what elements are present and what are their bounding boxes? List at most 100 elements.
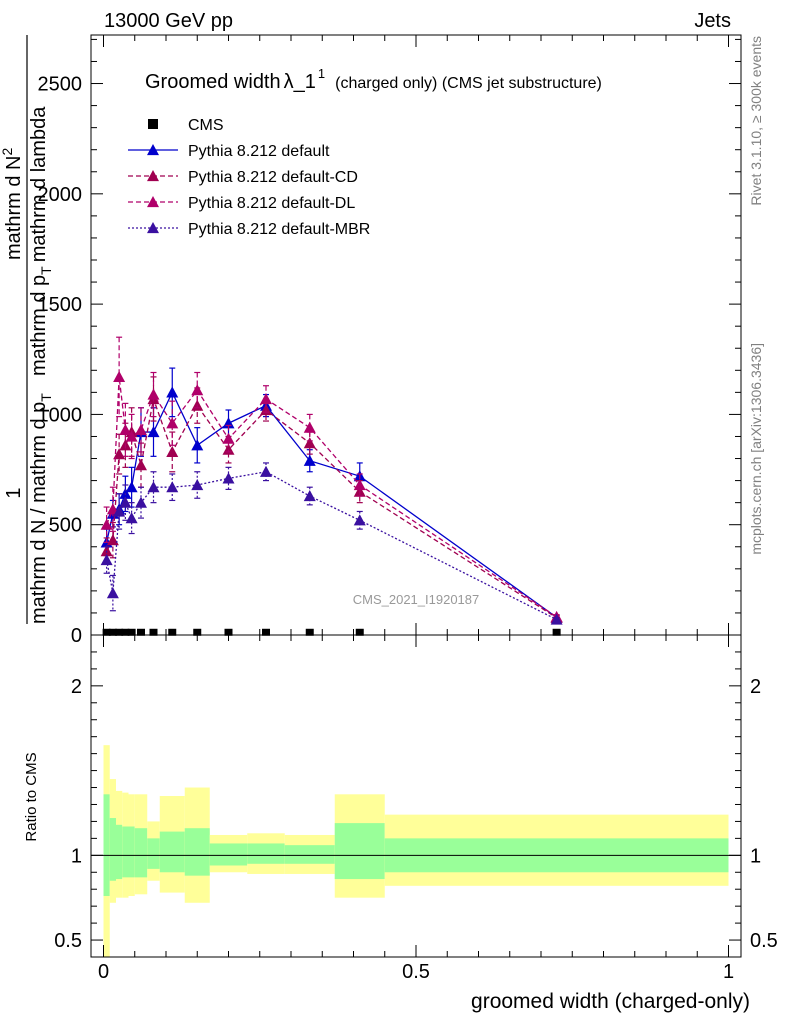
- data-point-cd: [100, 545, 113, 557]
- ylabel-denominator-right: mathrm d pTmathrm d lambda: [28, 106, 54, 376]
- plot-title-rest: (charged only) (CMS jet substructure): [335, 75, 602, 92]
- legend-marker-mbr: [147, 222, 159, 234]
- data-point-mbr: [303, 490, 316, 502]
- plot-title-main: Groomed width: [145, 71, 281, 93]
- series-line-mbr: [105, 471, 557, 621]
- ratio-y-label: Ratio to CMS: [23, 752, 40, 841]
- data-point-mbr: [550, 613, 563, 625]
- data-point-dl: [147, 388, 160, 400]
- data-point-mbr: [100, 554, 113, 566]
- ratio-y-tick-label-left: 2: [71, 676, 82, 698]
- data-point-mbr: [113, 505, 126, 517]
- cms-point: [115, 628, 124, 636]
- data-point-dl: [353, 479, 366, 491]
- ylabel-denominator-left: mathrm d N / mathrm d pT: [28, 393, 54, 624]
- legend-marker-cd: [147, 170, 159, 182]
- ylabel-part3-sub: T: [38, 266, 54, 275]
- ylabel-numerator: mathrm d N2: [0, 148, 25, 260]
- legend-marker-dl: [147, 196, 159, 208]
- ylabel-part4: mathrm d lambda: [28, 106, 50, 262]
- legend-label-cd: Pythia 8.212 default-CD: [188, 169, 358, 186]
- ratio-band-inner: [147, 838, 160, 869]
- ratio-band-inner: [109, 818, 116, 881]
- main-y-tick-label: 1000: [38, 404, 83, 426]
- data-point-cd: [166, 445, 179, 458]
- ratio-band-inner: [247, 843, 285, 864]
- legend: CMS Pythia 8.212 default Pythia 8.212 defa…: [128, 117, 370, 238]
- ratio-band-inner: [159, 831, 185, 873]
- data-point-cd: [106, 534, 119, 546]
- ratio-uncertainty-bands: [103, 745, 729, 957]
- series-line-dl: [106, 376, 557, 618]
- main-y-tick-label: 2000: [38, 184, 83, 206]
- x-tick-label: 1: [723, 961, 734, 983]
- ratio-y-tick-label-right: 2: [750, 676, 761, 698]
- data-point-mbr: [125, 512, 138, 524]
- ratio-band-inner: [209, 843, 248, 866]
- ratio-y-tick-label-left: 1: [71, 845, 82, 867]
- data-point-mbr: [260, 465, 272, 477]
- ratio-band-inner: [334, 823, 385, 880]
- axis-tick-labels: 0 0.5 1 0 500 1000 1500 2000 2500 0.5 0.5 1 1 2 2: [38, 74, 778, 983]
- cms-point: [193, 628, 202, 636]
- legend-label-mbr: Pythia 8.212 default-MBR: [188, 221, 370, 238]
- cms-point: [262, 628, 270, 636]
- main-y-tick-label: 0: [71, 625, 82, 647]
- cms-point: [102, 628, 111, 636]
- data-point-dl: [260, 392, 272, 405]
- data-point-mbr: [166, 481, 179, 493]
- ratio-y-tick-label-right: 1: [750, 845, 761, 867]
- data-point-dl: [135, 423, 147, 435]
- plot-title-symbol: λ_1: [284, 71, 316, 93]
- legend-label-default: Pythia 8.212 default: [188, 143, 330, 160]
- data-point-cd: [303, 437, 316, 449]
- data-point-dl: [119, 423, 132, 435]
- data-point-mbr: [222, 472, 235, 484]
- legend-marker-default: [147, 144, 159, 156]
- data-point-dl: [222, 432, 235, 444]
- x-tick-label: 0: [98, 961, 109, 983]
- ylabel-part1-sub: T: [38, 393, 54, 402]
- data-point-dl: [191, 384, 204, 396]
- plot-title-sup: 1: [318, 66, 325, 81]
- cms-point: [108, 628, 117, 636]
- ylabel-part3: mathrm d p: [28, 275, 50, 376]
- data-point-default: [191, 439, 204, 451]
- ratio-band-inner: [103, 794, 110, 896]
- ratio-band-inner: [134, 828, 148, 878]
- ylabel-part2-sup: 2: [0, 148, 15, 156]
- ratio-band-inner: [184, 828, 210, 876]
- data-point-mbr: [147, 481, 160, 493]
- data-point-mbr: [353, 514, 366, 526]
- plot-title: Groomed width λ_1 1 (charged only) (CMS jet…: [145, 66, 602, 93]
- data-point-cd: [113, 448, 126, 460]
- ratio-y-tick-label-right: 0.5: [750, 930, 778, 952]
- legend-marker-cms: [148, 119, 158, 129]
- header-left: 13000 GeV pp: [104, 10, 233, 32]
- cms-point: [121, 628, 130, 636]
- cms-data-points: [102, 628, 561, 636]
- cms-point: [552, 628, 561, 636]
- data-point-mbr: [135, 496, 147, 508]
- side-text-rivet: Rivet 3.1.10, ≥ 300k events: [748, 36, 764, 206]
- ylabel-part1: mathrm d N / mathrm d p: [28, 402, 50, 624]
- legend-label-cms: CMS: [188, 117, 224, 134]
- legend-label-dl: Pythia 8.212 default-DL: [188, 195, 355, 212]
- data-point-mbr: [106, 587, 119, 599]
- ratio-band-inner: [284, 845, 335, 864]
- ratio-band-inner: [116, 824, 123, 880]
- main-y-tick-label: 1500: [38, 294, 83, 316]
- cms-point: [137, 628, 145, 636]
- x-axis-label: groomed width (charged-only): [471, 990, 750, 1013]
- x-tick-label: 0.5: [402, 961, 430, 983]
- data-point-dl: [100, 518, 113, 530]
- data-point-dl: [166, 417, 179, 429]
- ylabel-part2: mathrm d N: [3, 156, 25, 260]
- main-series-group: [100, 336, 563, 625]
- cms-point: [305, 628, 314, 636]
- data-point-dl: [303, 421, 316, 433]
- ratio-y-tick-label-left: 0.5: [54, 930, 82, 952]
- cms-point: [355, 628, 364, 636]
- main-y-tick-label: 500: [49, 515, 82, 537]
- cms-point: [224, 628, 233, 636]
